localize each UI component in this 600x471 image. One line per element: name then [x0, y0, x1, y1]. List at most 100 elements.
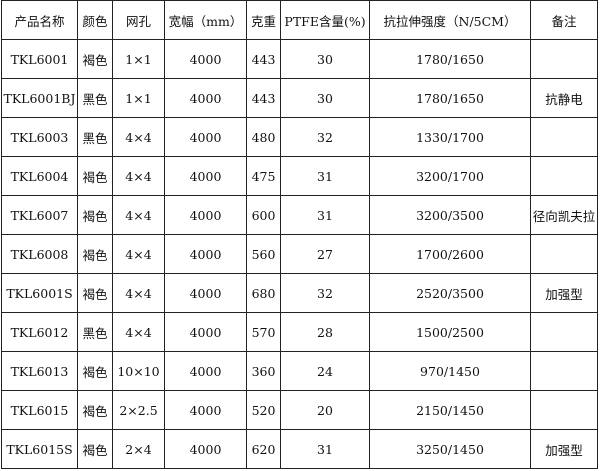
table-cell: 27: [280, 234, 370, 274]
table-cell: 4000: [164, 195, 247, 235]
table-cell: TKL6004: [1, 156, 78, 196]
table-cell: 4000: [164, 429, 247, 469]
table-cell: 加强型: [530, 429, 598, 469]
table-cell: TKL6001S: [1, 273, 78, 313]
table-cell: 10×10: [112, 351, 165, 391]
table-row: TKL6001S 褐色 4×4 4000 680 32 2520/3500 加强型: [1, 273, 598, 313]
table-cell: 4000: [164, 390, 247, 430]
table-row: TKL6004 褐色 4×4 4000 475 31 3200/1700: [1, 156, 598, 196]
header-row: 产品名称 颜色 网孔 宽幅（mm） 克重 PTFE含量(%) 抗拉伸强度（N/5CM） 备注: [1, 0, 598, 40]
table-cell: 32: [280, 117, 370, 157]
table-row: TKL6003 黑色 4×4 4000 480 32 1330/1700: [1, 117, 598, 157]
table-cell: [530, 156, 598, 196]
table-cell: 28: [280, 312, 370, 352]
table-cell: 4×4: [112, 117, 165, 157]
table-cell: 30: [280, 78, 370, 118]
table-cell: 520: [246, 390, 281, 430]
column-header: 宽幅（mm）: [164, 0, 247, 40]
table-cell: 4×4: [112, 234, 165, 274]
table-cell: 3200/1700: [369, 156, 531, 196]
table-cell: [530, 351, 598, 391]
table-row: TKL6001BJ 黑色 1×1 4000 443 30 1780/1650 抗静电: [1, 78, 598, 118]
table-cell: TKL6012: [1, 312, 78, 352]
table-cell: 径向凯夫拉: [530, 195, 598, 235]
table-cell: 475: [246, 156, 281, 196]
table-cell: 3200/3500: [369, 195, 531, 235]
table-cell: TKL6015S: [1, 429, 78, 469]
table-row: TKL6015S 褐色 2×4 4000 620 31 3250/1450 加强型: [1, 429, 598, 469]
table-cell: 2×4: [112, 429, 165, 469]
table-cell: 4×4: [112, 195, 165, 235]
table-cell: 970/1450: [369, 351, 531, 391]
table-cell: 黑色: [77, 78, 113, 118]
table-cell: 1700/2600: [369, 234, 531, 274]
table-row: TKL6008 褐色 4×4 4000 560 27 1700/2600: [1, 234, 598, 274]
table-cell: 31: [280, 195, 370, 235]
table-cell: 褐色: [77, 234, 113, 274]
table-row: TKL6007 褐色 4×4 4000 600 31 3200/3500 径向凯夫拉: [1, 195, 598, 235]
table-cell: 32: [280, 273, 370, 313]
table-cell: 4000: [164, 39, 247, 79]
table-cell: 褐色: [77, 156, 113, 196]
table-cell: 570: [246, 312, 281, 352]
table-cell: 黑色: [77, 117, 113, 157]
table-row: TKL6015 褐色 2×2.5 4000 520 20 2150/1450: [1, 390, 598, 430]
table-cell: 2×2.5: [112, 390, 165, 430]
table-row: TKL6001 褐色 1×1 4000 443 30 1780/1650: [1, 39, 598, 79]
table-cell: 加强型: [530, 273, 598, 313]
table-cell: 560: [246, 234, 281, 274]
table-cell: 4000: [164, 351, 247, 391]
table-cell: 褐色: [77, 390, 113, 430]
table-cell: 褐色: [77, 195, 113, 235]
column-header: 抗拉伸强度（N/5CM）: [369, 0, 531, 40]
table-cell: 1×1: [112, 78, 165, 118]
table-cell: TKL6013: [1, 351, 78, 391]
table-row: TKL6013 褐色 10×10 4000 360 24 970/1450: [1, 351, 598, 391]
table-cell: 620: [246, 429, 281, 469]
table-cell: 4000: [164, 234, 247, 274]
table-cell: 4×4: [112, 273, 165, 313]
table-cell: TKL6001: [1, 39, 78, 79]
table-cell: 3250/1450: [369, 429, 531, 469]
table-cell: 4000: [164, 78, 247, 118]
table-cell: 1330/1700: [369, 117, 531, 157]
table-cell: TKL6015: [1, 390, 78, 430]
table-cell: 20: [280, 390, 370, 430]
table-cell: 24: [280, 351, 370, 391]
column-header: 产品名称: [1, 0, 78, 40]
table-cell: 2520/3500: [369, 273, 531, 313]
table-cell: 360: [246, 351, 281, 391]
table-cell: 600: [246, 195, 281, 235]
table-cell: TKL6003: [1, 117, 78, 157]
table-cell: [530, 312, 598, 352]
table-cell: TKL6001BJ: [1, 78, 78, 118]
table-cell: 4000: [164, 312, 247, 352]
table-cell: 1500/2500: [369, 312, 531, 352]
table-cell: 443: [246, 39, 281, 79]
table-cell: 680: [246, 273, 281, 313]
table-cell: 4000: [164, 156, 247, 196]
table-cell: [530, 117, 598, 157]
table-cell: 443: [246, 78, 281, 118]
table-cell: 4×4: [112, 312, 165, 352]
table-cell: 4000: [164, 117, 247, 157]
table-cell: 1×1: [112, 39, 165, 79]
table-cell: 褐色: [77, 351, 113, 391]
column-header: 颜色: [77, 0, 113, 40]
table-cell: [530, 234, 598, 274]
table-cell: 褐色: [77, 39, 113, 79]
table-cell: 褐色: [77, 273, 113, 313]
table-cell: [530, 390, 598, 430]
table-cell: 4000: [164, 273, 247, 313]
table-row: TKL6012 黑色 4×4 4000 570 28 1500/2500: [1, 312, 598, 352]
table-cell: 2150/1450: [369, 390, 531, 430]
table-cell: 30: [280, 39, 370, 79]
table-cell: 褐色: [77, 429, 113, 469]
table-cell: 1780/1650: [369, 39, 531, 79]
table-cell: 抗静电: [530, 78, 598, 118]
table-cell: [530, 39, 598, 79]
table-cell: 31: [280, 156, 370, 196]
table-cell: 1780/1650: [369, 78, 531, 118]
column-header: PTFE含量(%): [280, 0, 370, 40]
